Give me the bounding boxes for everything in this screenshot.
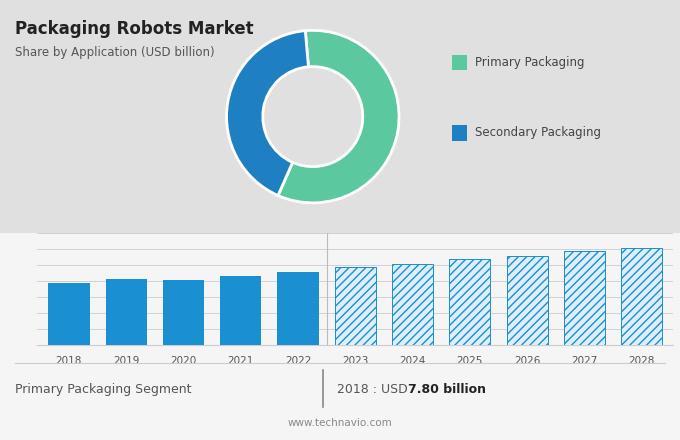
Wedge shape	[278, 30, 399, 203]
Text: www.technavio.com: www.technavio.com	[288, 418, 392, 428]
Text: 7.80 billion: 7.80 billion	[408, 383, 486, 396]
Bar	[335, 267, 376, 345]
Text: Packaging Robots Market: Packaging Robots Market	[15, 20, 254, 38]
Text: Primary Packaging: Primary Packaging	[475, 56, 585, 69]
Text: Primary Packaging Segment: Primary Packaging Segment	[15, 383, 192, 396]
Bar	[507, 256, 548, 345]
Bar	[392, 264, 433, 345]
Bar	[621, 248, 662, 345]
Bar	[564, 251, 605, 345]
Text: 2018 : USD: 2018 : USD	[337, 383, 411, 396]
Text: Secondary Packaging: Secondary Packaging	[475, 126, 601, 139]
Bar	[48, 283, 90, 345]
Text: Share by Application (USD billion): Share by Application (USD billion)	[15, 46, 215, 59]
Bar	[277, 272, 319, 345]
Bar	[105, 279, 147, 345]
Bar	[220, 276, 261, 345]
Bar	[163, 280, 204, 345]
Wedge shape	[226, 31, 309, 195]
Bar	[449, 259, 490, 345]
